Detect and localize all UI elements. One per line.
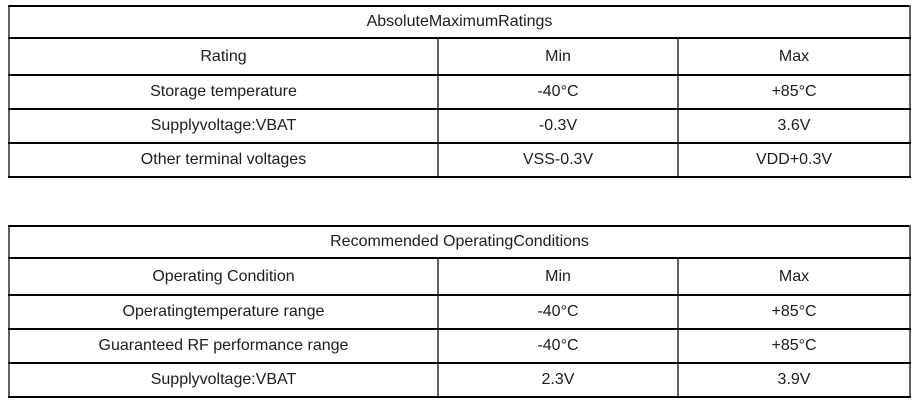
table-cell-condition: Operatingtemperature range — [8, 294, 439, 330]
column-header-max: Max — [676, 257, 912, 296]
table-cell-max: +85°C — [676, 74, 912, 110]
column-header-min: Min — [437, 37, 679, 76]
table-cell-max: 3.9V — [676, 362, 912, 398]
table-cell-min: -40°C — [437, 74, 679, 110]
column-header-operating-condition: Operating Condition — [8, 257, 439, 296]
table-cell-max: +85°C — [676, 294, 912, 330]
table-cell-rating: Supplyvoltage:VBAT — [8, 108, 439, 144]
table-cell-max: +85°C — [676, 328, 912, 364]
table-cell-min: 2.3V — [437, 362, 679, 398]
recommended-operating-conditions-table: Recommended OperatingConditions Operatin… — [7, 225, 912, 398]
table-title-row: AbsoluteMaximumRatings — [7, 5, 912, 39]
table-header-row: Rating Min Max — [8, 37, 912, 76]
column-header-rating: Rating — [8, 37, 439, 76]
table-cell-condition: Supplyvoltage:VBAT — [8, 362, 439, 398]
table-cell-min: -40°C — [437, 328, 679, 364]
table-row-guaranteed-rf-performance-range: Guaranteed RF performance range -40°C +8… — [8, 328, 912, 364]
table-row-supply-voltage-vbat: Supplyvoltage:VBAT -0.3V 3.6V — [8, 108, 912, 144]
table-cell-max: 3.6V — [676, 108, 912, 144]
table-cell-min: -40°C — [437, 294, 679, 330]
table-title-row: Recommended OperatingConditions — [7, 225, 912, 259]
table-title: AbsoluteMaximumRatings — [7, 5, 912, 39]
table-cell-max: VDD+0.3V — [676, 142, 912, 178]
table-row-other-terminal-voltages: Other terminal voltages VSS-0.3V VDD+0.3… — [8, 142, 912, 178]
table-cell-rating: Other terminal voltages — [8, 142, 439, 178]
table-row-supply-voltage-vbat: Supplyvoltage:VBAT 2.3V 3.9V — [8, 362, 912, 398]
absolute-maximum-ratings-table: AbsoluteMaximumRatings Rating Min Max St… — [7, 5, 912, 178]
table-cell-min: VSS-0.3V — [437, 142, 679, 178]
table-cell-min: -0.3V — [437, 108, 679, 144]
column-header-max: Max — [676, 37, 912, 76]
column-header-min: Min — [437, 257, 679, 296]
table-header-row: Operating Condition Min Max — [8, 257, 912, 296]
table-cell-rating: Storage temperature — [8, 74, 439, 110]
table-row-storage-temperature: Storage temperature -40°C +85°C — [8, 74, 912, 110]
table-cell-condition: Guaranteed RF performance range — [8, 328, 439, 364]
table-title: Recommended OperatingConditions — [7, 225, 912, 259]
table-row-operating-temperature-range: Operatingtemperature range -40°C +85°C — [8, 294, 912, 330]
